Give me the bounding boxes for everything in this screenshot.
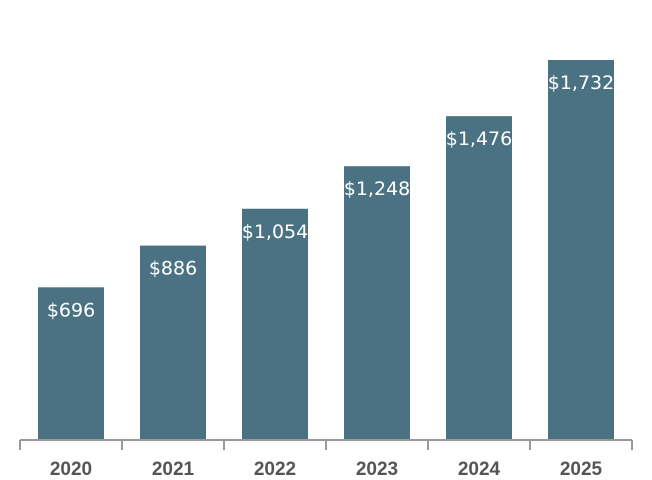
bar-2024 [446, 116, 512, 440]
bar-2021 [140, 245, 206, 440]
bar-2020 [38, 287, 104, 440]
value-label-2022: $1,054 [242, 221, 308, 243]
value-label-2023: $1,248 [344, 178, 410, 200]
value-label-group: $696 $886 $1,054 $1,248 $1,476 $1,732 [47, 72, 614, 321]
bar-2023 [344, 166, 410, 440]
x-tick-label-2022: 2022 [254, 459, 296, 480]
bar-2022 [242, 208, 308, 440]
value-label-2020: $696 [47, 299, 95, 321]
x-tick-label-group: 2020 2021 2022 2023 2024 2025 [50, 459, 603, 480]
value-label-2021: $886 [149, 258, 197, 280]
value-label-2024: $1,476 [446, 128, 512, 150]
value-label-2025: $1,732 [548, 72, 614, 94]
x-tick-label-2023: 2023 [356, 459, 398, 480]
bar-group [38, 60, 614, 440]
x-tick-label-2021: 2021 [152, 459, 195, 480]
x-tick-label-2024: 2024 [458, 459, 501, 480]
x-tick-label-2020: 2020 [50, 459, 92, 480]
x-axis [19, 439, 633, 450]
x-tick-label-2025: 2025 [560, 459, 603, 480]
bar-2025 [548, 60, 614, 440]
